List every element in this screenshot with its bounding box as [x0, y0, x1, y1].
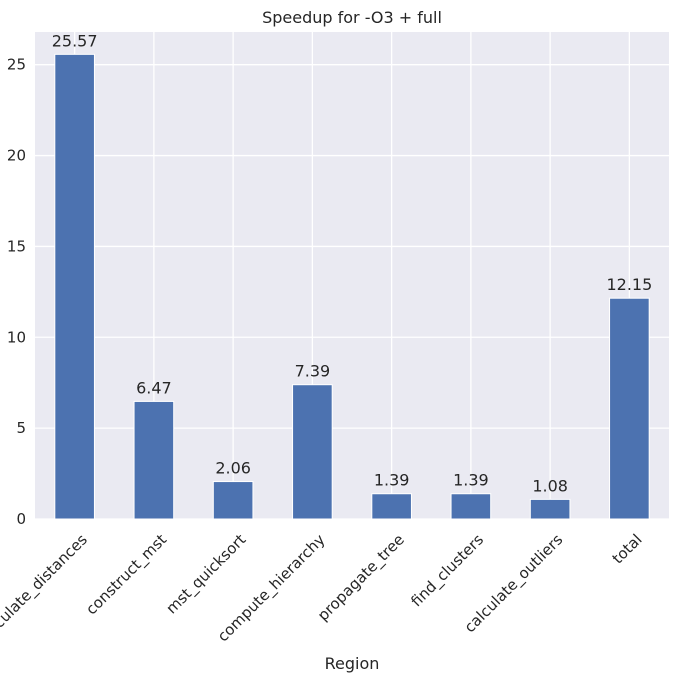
bar-mst-quicksort	[212, 481, 254, 520]
plot-background	[35, 32, 669, 519]
x-tick-label: total	[609, 531, 646, 568]
x-tick-label: propagate_tree	[314, 531, 409, 626]
y-tick-label: 5	[16, 419, 26, 437]
x-axis-ticks: calculate_distancesconstruct_mstmst_quic…	[0, 530, 646, 647]
y-tick-label: 25	[7, 56, 26, 74]
data-label: 25.57	[52, 31, 98, 50]
data-label: 6.47	[136, 378, 172, 397]
bar-total	[609, 297, 650, 520]
y-tick-label: 0	[16, 510, 26, 528]
y-tick-label: 20	[7, 147, 26, 165]
x-tick-label: find_clusters	[407, 530, 488, 611]
y-tick-label: 15	[7, 237, 26, 255]
y-axis-ticks: 0 5 10 15 20 25	[7, 56, 26, 528]
data-label: 2.06	[215, 459, 251, 478]
bar-calculate-outliers	[529, 498, 571, 520]
bar-propagate-tree	[371, 493, 412, 520]
data-label: 1.39	[374, 471, 410, 490]
y-tick-label: 10	[7, 328, 26, 346]
chart-title: Speedup for -O3 + full	[262, 8, 442, 27]
data-label: 12.15	[606, 275, 652, 294]
bar-compute-hierarchy	[292, 384, 333, 520]
data-label: 7.39	[295, 362, 331, 381]
bar-calculate-distances	[54, 53, 95, 520]
x-tick-label: calculate_distances	[0, 530, 92, 647]
bar-construct-mst	[133, 400, 175, 520]
data-label: 1.39	[453, 471, 489, 490]
bar-find-clusters	[450, 493, 492, 520]
data-label: 1.08	[532, 476, 568, 495]
x-axis-title: Region	[325, 654, 380, 673]
bars	[54, 53, 650, 520]
x-tick-label: mst_quicksort	[162, 530, 250, 618]
data-labels: 25.57 6.47 2.06 7.39 1.39 1.39 1.08 12.15	[52, 31, 653, 495]
x-tick-label: construct_mst	[82, 530, 171, 619]
